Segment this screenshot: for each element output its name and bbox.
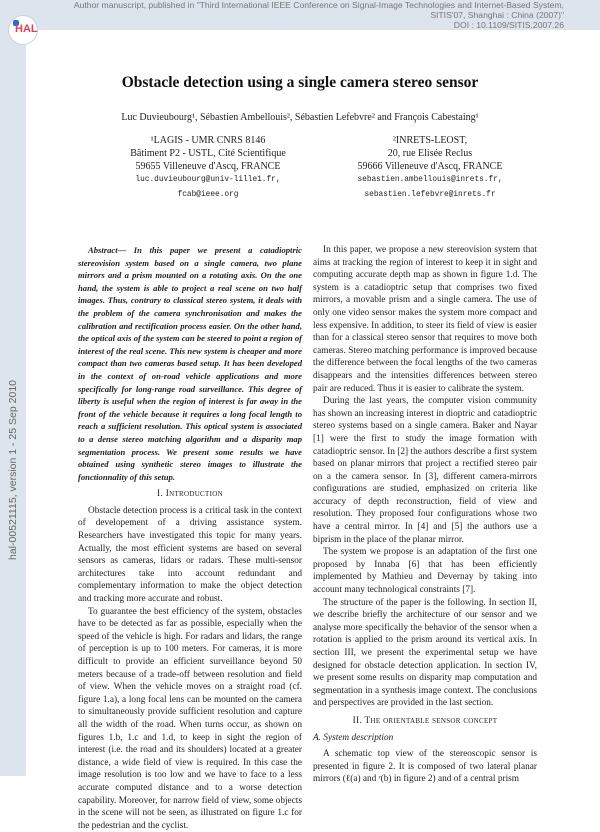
paragraph: During the last years, the computer visi… (313, 396, 537, 545)
doi: DOI : 10.1109/SITIS.2007.26 (453, 20, 564, 30)
paragraph: Obstacle detection process is a critical… (78, 505, 302, 605)
affiliation-line: 20, rue Elisée Reclus (387, 148, 473, 159)
affiliation-line: ²INRETS-LEOST, (392, 135, 468, 146)
paragraph: A schematic top view of the stereoscopic… (313, 749, 537, 785)
affiliation-line: 59666 Villeneuve d'Ascq, FRANCE (357, 161, 503, 172)
affiliation-line: Bâtiment P2 - USTL, Cité Scientifique (130, 148, 286, 159)
author-list: Luc Duvieubourg¹, Sébastien Ambellouis²,… (121, 112, 479, 123)
right-column: In this paper, we propose a new stereovi… (313, 244, 537, 786)
email: sebastien.ambellouis@inrets.fr, (357, 176, 503, 184)
affiliation-line: 59655 Villeneuve d'Ascq, FRANCE (135, 161, 281, 172)
notice-line: Author manuscript, published in "Third I… (73, 0, 564, 10)
left-column: Abstract— In this paper we present a cat… (78, 244, 302, 832)
hal-logo: HAL (8, 15, 38, 45)
notice-line: SITIS'07, Shanghai : China (2007)" (430, 10, 564, 20)
hal-identifier: hal-00521115, version 1 - 25 Sep 2010 (7, 380, 19, 560)
paragraph: The system we propose is an adaptation o… (313, 547, 537, 596)
section-heading: II. The orientable sensor concept (352, 715, 498, 726)
email: sebastien.lefebvre@inrets.fr (364, 191, 496, 199)
abstract: Abstract— In this paper we present a cat… (78, 245, 302, 482)
paragraph: The structure of the paper is the follow… (313, 597, 537, 709)
email: fcab@ieee.org (177, 191, 239, 199)
hal-header-band (0, 0, 600, 30)
section-heading: I. Introduction (157, 489, 223, 500)
subsection-heading: A. System description (313, 732, 394, 743)
affiliation-1: ¹LAGIS - UMR CNRS 8146 Bâtiment P2 - UST… (98, 134, 318, 203)
hal-sidebar: hal-00521115, version 1 - 25 Sep 2010 (0, 0, 26, 776)
affiliation-line: ¹LAGIS - UMR CNRS 8146 (150, 135, 266, 146)
logo-mark-icon (13, 20, 19, 26)
paper-title: Obstacle detection using a single camera… (121, 74, 479, 91)
affiliation-2: ²INRETS-LEOST, 20, rue Elisée Reclus 596… (320, 134, 540, 203)
email: luc.duvieubourg@univ-lille1.fr, (135, 176, 281, 184)
paragraph: In this paper, we propose a new stereovi… (313, 245, 537, 394)
publication-notice: Author manuscript, published in "Third I… (74, 0, 564, 30)
paragraph: To guarantee the best efficiency of the … (78, 606, 302, 831)
logo-text: HAL (15, 23, 38, 35)
